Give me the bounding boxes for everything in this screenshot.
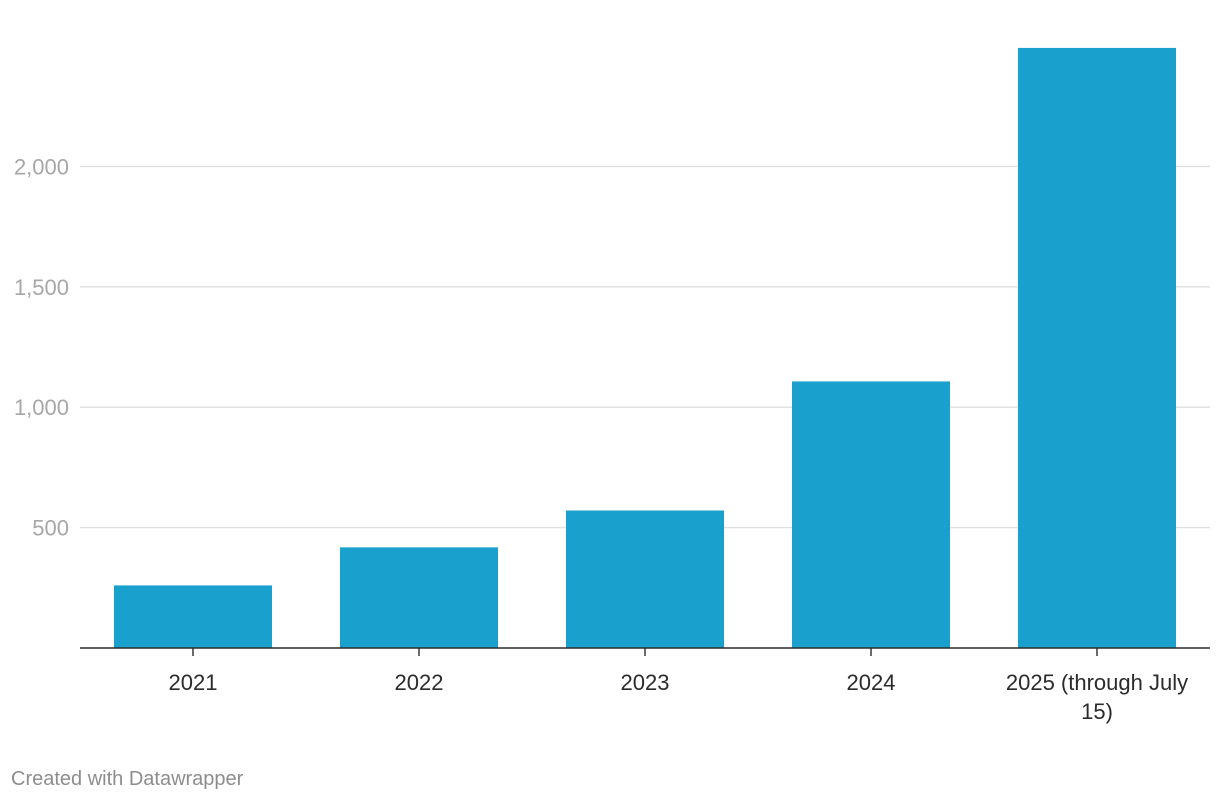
y-tick-label: 1,500 bbox=[14, 275, 69, 300]
y-tick-label: 1,000 bbox=[14, 395, 69, 420]
x-tick-label: 2024 bbox=[847, 670, 896, 695]
x-tick-label-line: 15) bbox=[1081, 699, 1113, 724]
x-tick-label-line: 2024 bbox=[847, 670, 896, 695]
bar-2021 bbox=[114, 585, 272, 648]
x-tick-label: 2021 bbox=[169, 670, 218, 695]
bar-2022 bbox=[340, 547, 498, 648]
x-tick-label: 2023 bbox=[621, 670, 670, 695]
x-tick-label: 2025 (through July 15) bbox=[1006, 670, 1188, 724]
x-tick-label: 2022 bbox=[395, 670, 444, 695]
bar-2025 bbox=[1018, 47, 1176, 649]
x-tick-label-line: 2022 bbox=[395, 670, 444, 695]
y-tick-label: 2,000 bbox=[14, 154, 69, 179]
x-tick-label-line: 2023 bbox=[621, 670, 670, 695]
bar-2024 bbox=[792, 381, 950, 648]
bars bbox=[114, 47, 1176, 649]
datawrapper-credit[interactable]: Created with Datawrapper bbox=[11, 768, 244, 790]
y-tick-label: 500 bbox=[32, 516, 69, 541]
x-axis bbox=[80, 647, 1210, 656]
bar-2023 bbox=[566, 510, 724, 648]
x-tick-label-line: 2025 (through July bbox=[1006, 670, 1188, 695]
x-tick-label-line: 2021 bbox=[169, 670, 218, 695]
x-axis-labels: 2021 2022 2023 2024 2025 (through July 15) bbox=[169, 670, 1189, 724]
y-axis-labels: 500 1,000 1,500 2,000 bbox=[14, 154, 69, 540]
